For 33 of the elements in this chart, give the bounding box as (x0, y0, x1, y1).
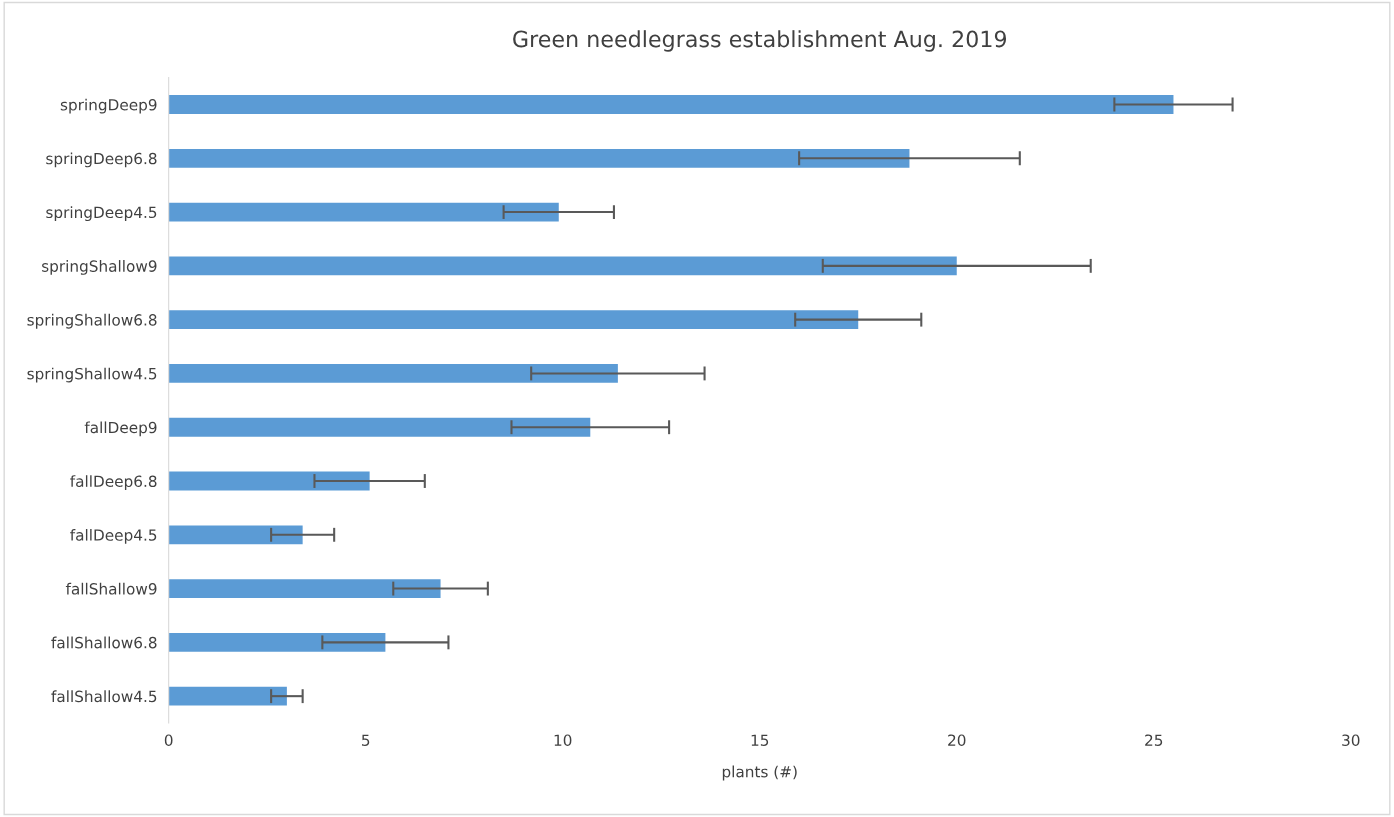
y-tick-label: fallDeep4.5 (70, 528, 157, 544)
y-tick-label: springShallow4.5 (27, 367, 157, 383)
bar (168, 417, 591, 437)
x-axis-title: plants (#) (722, 765, 797, 781)
bar (168, 579, 441, 598)
y-tick-label: springShallow9 (42, 260, 157, 275)
y-tick-label: fallShallow4.5 (51, 690, 157, 703)
y-tick-label: fallShallow6.8 (51, 636, 157, 649)
x-tick-label: 5 (362, 734, 370, 746)
y-tick-label: springDeep6.8 (46, 152, 157, 168)
bar (168, 202, 559, 222)
y-tick-label: fallDeep6.8 (70, 475, 157, 490)
x-tick-label: 25 (1145, 734, 1163, 746)
y-tick-label: fallDeep9 (84, 421, 157, 437)
chart-title: Green needlegrass establishment Aug. 2019 (513, 30, 1007, 52)
bar (168, 364, 618, 383)
x-tick-label: 20 (948, 734, 966, 746)
x-tick-label: 0 (164, 734, 173, 746)
y-tick-label: fallShallow9 (65, 582, 157, 595)
y-tick-label: springDeep9 (60, 98, 157, 114)
bar (168, 525, 303, 545)
bar (168, 632, 386, 652)
x-tick-label: 30 (1342, 734, 1360, 746)
x-tick-label: 10 (554, 734, 572, 746)
y-tick-label: springShallow6.8 (27, 313, 157, 329)
bar (168, 256, 957, 276)
x-tick-label: 15 (751, 734, 769, 746)
y-tick-label: springDeep4.5 (46, 206, 157, 222)
bar (168, 471, 370, 491)
bar (168, 148, 910, 168)
bar (168, 310, 859, 330)
bar (168, 686, 287, 706)
bar (168, 95, 1174, 114)
